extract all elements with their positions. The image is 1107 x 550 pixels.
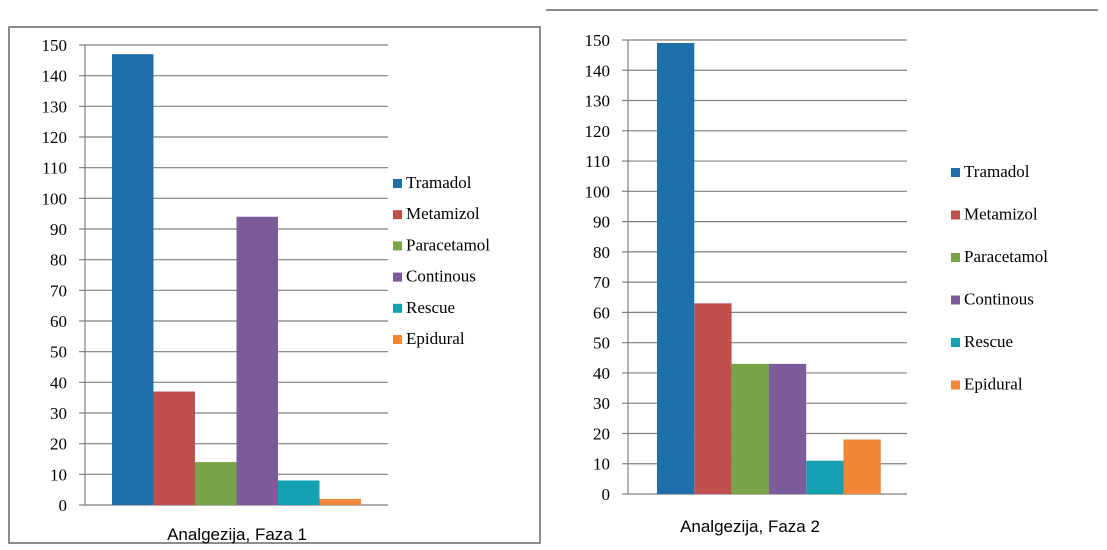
legend-swatch-tramadol: [393, 179, 402, 188]
bar-tramadol: [657, 43, 695, 494]
y-tick-label: 50: [593, 334, 610, 353]
legend-swatch-tramadol: [951, 168, 960, 177]
y-tick-label: 90: [50, 220, 67, 239]
legend-swatch-epidural: [393, 335, 402, 344]
legend-label-metamizol: Metamizol: [406, 204, 480, 223]
legend-label-tramadol: Tramadol: [406, 173, 472, 192]
legend-label-continous: Continous: [964, 290, 1034, 309]
legend-swatch-rescue: [951, 338, 960, 347]
legend-label-tramadol: Tramadol: [964, 162, 1030, 181]
bar-rescue: [806, 460, 844, 494]
y-tick-label: 30: [593, 394, 610, 413]
bar-epidural: [843, 439, 881, 494]
y-tick-label: 120: [42, 128, 68, 147]
y-tick-label: 50: [50, 343, 67, 362]
y-tick-label: 40: [593, 364, 610, 383]
x-category-label: Analgezija, Faza 2: [680, 517, 820, 536]
chart-frame: [8, 26, 541, 544]
legend-swatch-continous: [951, 295, 960, 305]
bar-metamizol: [153, 391, 195, 505]
y-tick-label: 30: [50, 404, 67, 423]
y-tick-label: 10: [593, 455, 610, 474]
y-tick-label: 20: [593, 424, 610, 443]
x-category-label: Analgezija, Faza 1: [167, 525, 307, 544]
y-tick-label: 10: [50, 465, 67, 484]
bar-epidural: [319, 498, 361, 505]
legend-label-rescue: Rescue: [964, 332, 1013, 351]
y-tick-label: 130: [42, 97, 68, 116]
legend-label-paracetamol: Paracetamol: [964, 247, 1048, 266]
bar-paracetamol: [195, 462, 237, 505]
legend-label-epidural: Epidural: [964, 375, 1023, 394]
chart-panel-2: 0 10 20 30 40 50 60 70 80 90 100 110 120 130 140 150 Ana…: [546, 9, 1098, 536]
legend-swatch-epidural: [951, 380, 960, 390]
chart-panel-1: 0 10 20 30 40 50 60 70 80 90 100 110 120 130 140 150 Ana…: [8, 26, 541, 544]
y-tick-label: 80: [593, 243, 610, 262]
y-tick-label: 0: [602, 485, 611, 504]
y-tick-label: 100: [42, 189, 68, 208]
bar-continous: [236, 216, 278, 505]
y-tick-label: 80: [50, 251, 67, 270]
legend-swatch-metamizol: [393, 210, 402, 220]
y-tick-label: 110: [42, 159, 67, 178]
legend-label-epidural: Epidural: [406, 329, 465, 348]
y-tick-label: 40: [50, 373, 67, 392]
legend-label-rescue: Rescue: [406, 298, 455, 317]
legend-swatch-rescue: [393, 303, 402, 313]
y-tick-label: 150: [585, 31, 611, 50]
bar-metamizol: [694, 303, 732, 494]
bar-rescue: [278, 480, 320, 505]
y-tick-label: 100: [585, 182, 611, 201]
y-tick-label: 120: [585, 122, 611, 141]
y-tick-label: 70: [50, 281, 67, 300]
bar-tramadol: [112, 54, 154, 505]
legend-label-paracetamol: Paracetamol: [406, 235, 490, 254]
legend-label-metamizol: Metamizol: [964, 205, 1038, 224]
legend-label-continous: Continous: [406, 267, 476, 286]
y-tick-label: 110: [585, 152, 610, 171]
y-tick-label: 90: [593, 213, 610, 232]
legend-swatch-continous: [393, 272, 402, 282]
y-tick-label: 0: [59, 496, 68, 515]
y-tick-label: 140: [585, 61, 611, 80]
legend-swatch-metamizol: [951, 210, 960, 220]
bar-continous: [768, 363, 807, 494]
y-tick-label: 130: [585, 92, 611, 111]
y-tick-label: 20: [50, 435, 67, 454]
y-tick-label: 60: [593, 303, 610, 322]
y-tick-label: 140: [42, 67, 68, 86]
legend-swatch-paracetamol: [393, 241, 402, 251]
bar-paracetamol: [731, 363, 769, 494]
legend-swatch-paracetamol: [951, 253, 960, 262]
y-tick-label: 60: [50, 312, 67, 331]
y-tick-label: 70: [593, 273, 610, 292]
y-tick-label: 150: [42, 36, 68, 55]
